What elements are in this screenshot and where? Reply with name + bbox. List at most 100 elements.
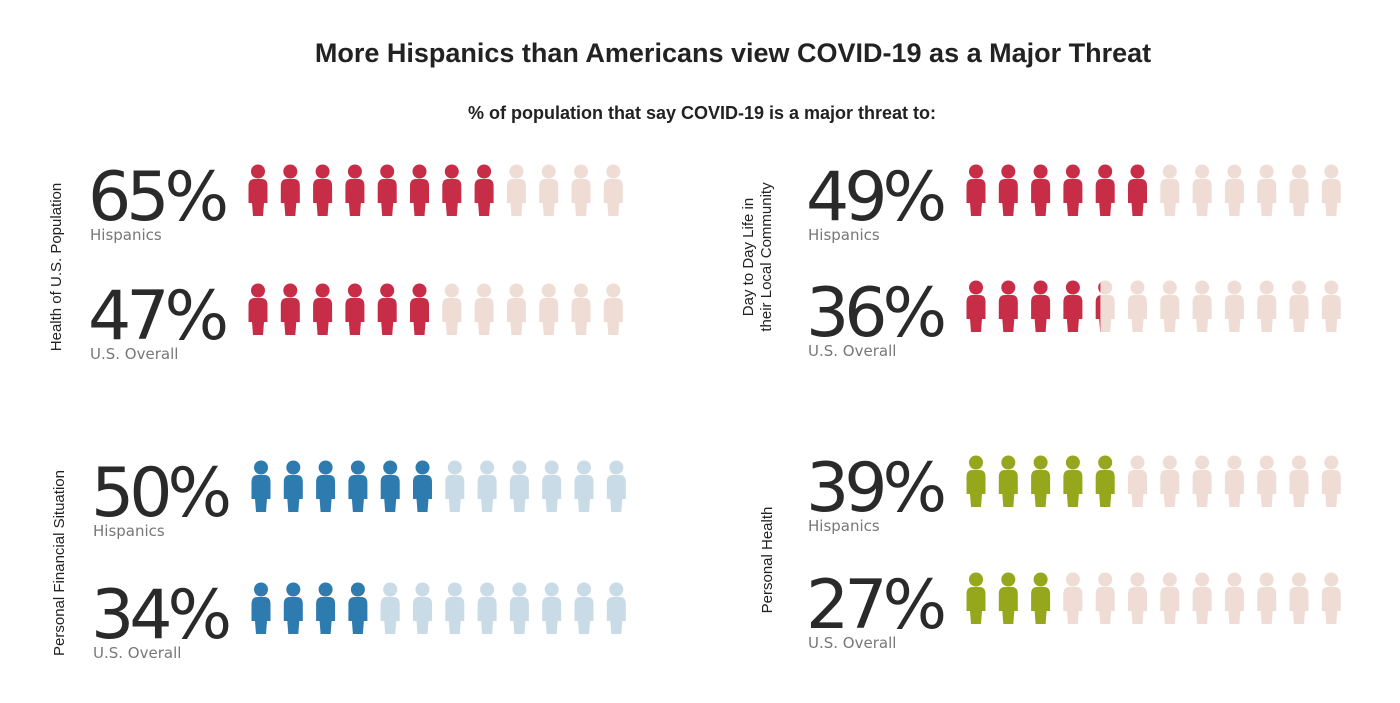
person-icon-filled bbox=[998, 280, 1018, 332]
person-icon-empty bbox=[442, 283, 462, 335]
person-icon-empty bbox=[1257, 164, 1277, 216]
person-icon-filled bbox=[316, 582, 336, 634]
person-icon-empty bbox=[606, 460, 626, 512]
percent-value: 36% bbox=[806, 274, 947, 353]
person-icon-empty bbox=[1160, 572, 1180, 624]
person-icon-empty bbox=[571, 283, 591, 335]
person-icon-empty bbox=[1257, 280, 1277, 332]
person-icon-empty bbox=[1289, 164, 1309, 216]
person-icon-filled bbox=[1063, 455, 1083, 507]
person-icon-empty bbox=[509, 582, 529, 634]
person-icon-partial bbox=[1063, 572, 1083, 624]
panel-label: Day to Day Life in their Local Community bbox=[740, 182, 775, 332]
person-icon-empty bbox=[1128, 455, 1147, 507]
person-icon-filled bbox=[966, 455, 986, 507]
person-icon-row bbox=[966, 164, 1341, 216]
person-icon-empty bbox=[509, 460, 529, 512]
person-icon-empty bbox=[413, 582, 432, 634]
person-icon-filled bbox=[998, 164, 1018, 216]
group-label: U.S. Overall bbox=[808, 342, 897, 360]
percent-value: 50% bbox=[91, 454, 232, 533]
group-label: Hispanics bbox=[90, 226, 162, 244]
person-icon-empty bbox=[1160, 455, 1180, 507]
person-icon-filled bbox=[380, 460, 400, 512]
person-icon-filled bbox=[377, 164, 397, 216]
person-icon-row bbox=[251, 582, 626, 634]
person-icon-filled bbox=[410, 283, 429, 335]
person-icon-empty bbox=[539, 164, 559, 216]
person-icon-empty bbox=[1224, 572, 1244, 624]
person-icon-empty bbox=[1321, 164, 1341, 216]
group-label: U.S. Overall bbox=[808, 634, 897, 652]
person-icon-filled bbox=[966, 164, 986, 216]
person-icon-row bbox=[966, 280, 1341, 332]
person-icon-filled bbox=[348, 460, 368, 512]
person-icon-filled bbox=[280, 164, 300, 216]
person-icon-filled bbox=[283, 460, 303, 512]
person-icon-empty bbox=[506, 164, 526, 216]
person-icon-empty bbox=[542, 582, 562, 634]
person-icon-empty bbox=[477, 460, 497, 512]
person-icon-filled bbox=[251, 460, 271, 512]
person-icon-filled bbox=[1095, 455, 1115, 507]
person-icon-empty bbox=[1224, 164, 1244, 216]
percent-value: 47% bbox=[88, 277, 229, 356]
person-icon-filled bbox=[377, 283, 397, 335]
person-icon-empty bbox=[1289, 455, 1309, 507]
person-icon-filled bbox=[348, 582, 368, 634]
group-label: Hispanics bbox=[808, 226, 880, 244]
group-label: U.S. Overall bbox=[90, 345, 179, 363]
person-icon-filled bbox=[1063, 280, 1083, 332]
person-icon-empty bbox=[1224, 280, 1244, 332]
person-icon-filled bbox=[248, 164, 268, 216]
person-icon-empty bbox=[1192, 572, 1212, 624]
person-icon-empty bbox=[1128, 572, 1147, 624]
group-label: Hispanics bbox=[808, 517, 880, 535]
person-icon-filled bbox=[1031, 280, 1051, 332]
person-icon-empty bbox=[574, 582, 594, 634]
person-icon-empty bbox=[1128, 280, 1147, 332]
person-icon-filled bbox=[410, 164, 429, 216]
person-icon-empty bbox=[574, 460, 594, 512]
person-icon-empty bbox=[603, 164, 623, 216]
person-icon-empty bbox=[571, 164, 591, 216]
person-icon-empty bbox=[1192, 280, 1212, 332]
person-icon-partial bbox=[1095, 280, 1115, 332]
person-icon-empty bbox=[542, 460, 562, 512]
person-icon-filled bbox=[248, 283, 268, 335]
person-icon-empty bbox=[606, 582, 626, 634]
person-icon-empty bbox=[539, 283, 559, 335]
person-icon-filled bbox=[1031, 164, 1051, 216]
person-icon-empty bbox=[1095, 572, 1115, 624]
person-icon-empty bbox=[445, 582, 465, 634]
person-icon-empty bbox=[1321, 455, 1341, 507]
percent-value: 27% bbox=[806, 566, 947, 645]
chart-subtitle: % of population that say COVID-19 is a m… bbox=[467, 103, 937, 123]
group-label: U.S. Overall bbox=[93, 644, 182, 662]
person-icon-filled bbox=[998, 455, 1018, 507]
person-icon-empty bbox=[1224, 455, 1244, 507]
person-icon-row bbox=[248, 283, 623, 335]
person-icon-partial-fill bbox=[1095, 282, 1101, 332]
person-icon-filled bbox=[345, 164, 365, 216]
person-icon-empty bbox=[1289, 280, 1309, 332]
person-icon-row bbox=[966, 572, 1341, 624]
person-icon-empty bbox=[1192, 164, 1212, 216]
person-icon-empty bbox=[1160, 280, 1180, 332]
person-icon-empty bbox=[1257, 572, 1277, 624]
person-icon-row bbox=[251, 460, 626, 512]
person-icon-filled bbox=[1063, 164, 1083, 216]
group-label: Hispanics bbox=[93, 522, 165, 540]
person-icon-filled bbox=[1031, 572, 1051, 624]
person-icon-empty bbox=[445, 460, 465, 512]
percent-value: 49% bbox=[806, 158, 947, 237]
person-icon-filled bbox=[313, 164, 333, 216]
person-icon-empty bbox=[1321, 572, 1341, 624]
person-icon-empty bbox=[1257, 455, 1277, 507]
person-icon-filled bbox=[280, 283, 300, 335]
person-icon-filled bbox=[442, 164, 462, 216]
person-icon-filled bbox=[251, 582, 271, 634]
person-icon-filled bbox=[966, 572, 986, 624]
panel-label: Personal Financial Situation bbox=[51, 470, 68, 656]
percent-value: 39% bbox=[806, 449, 947, 528]
